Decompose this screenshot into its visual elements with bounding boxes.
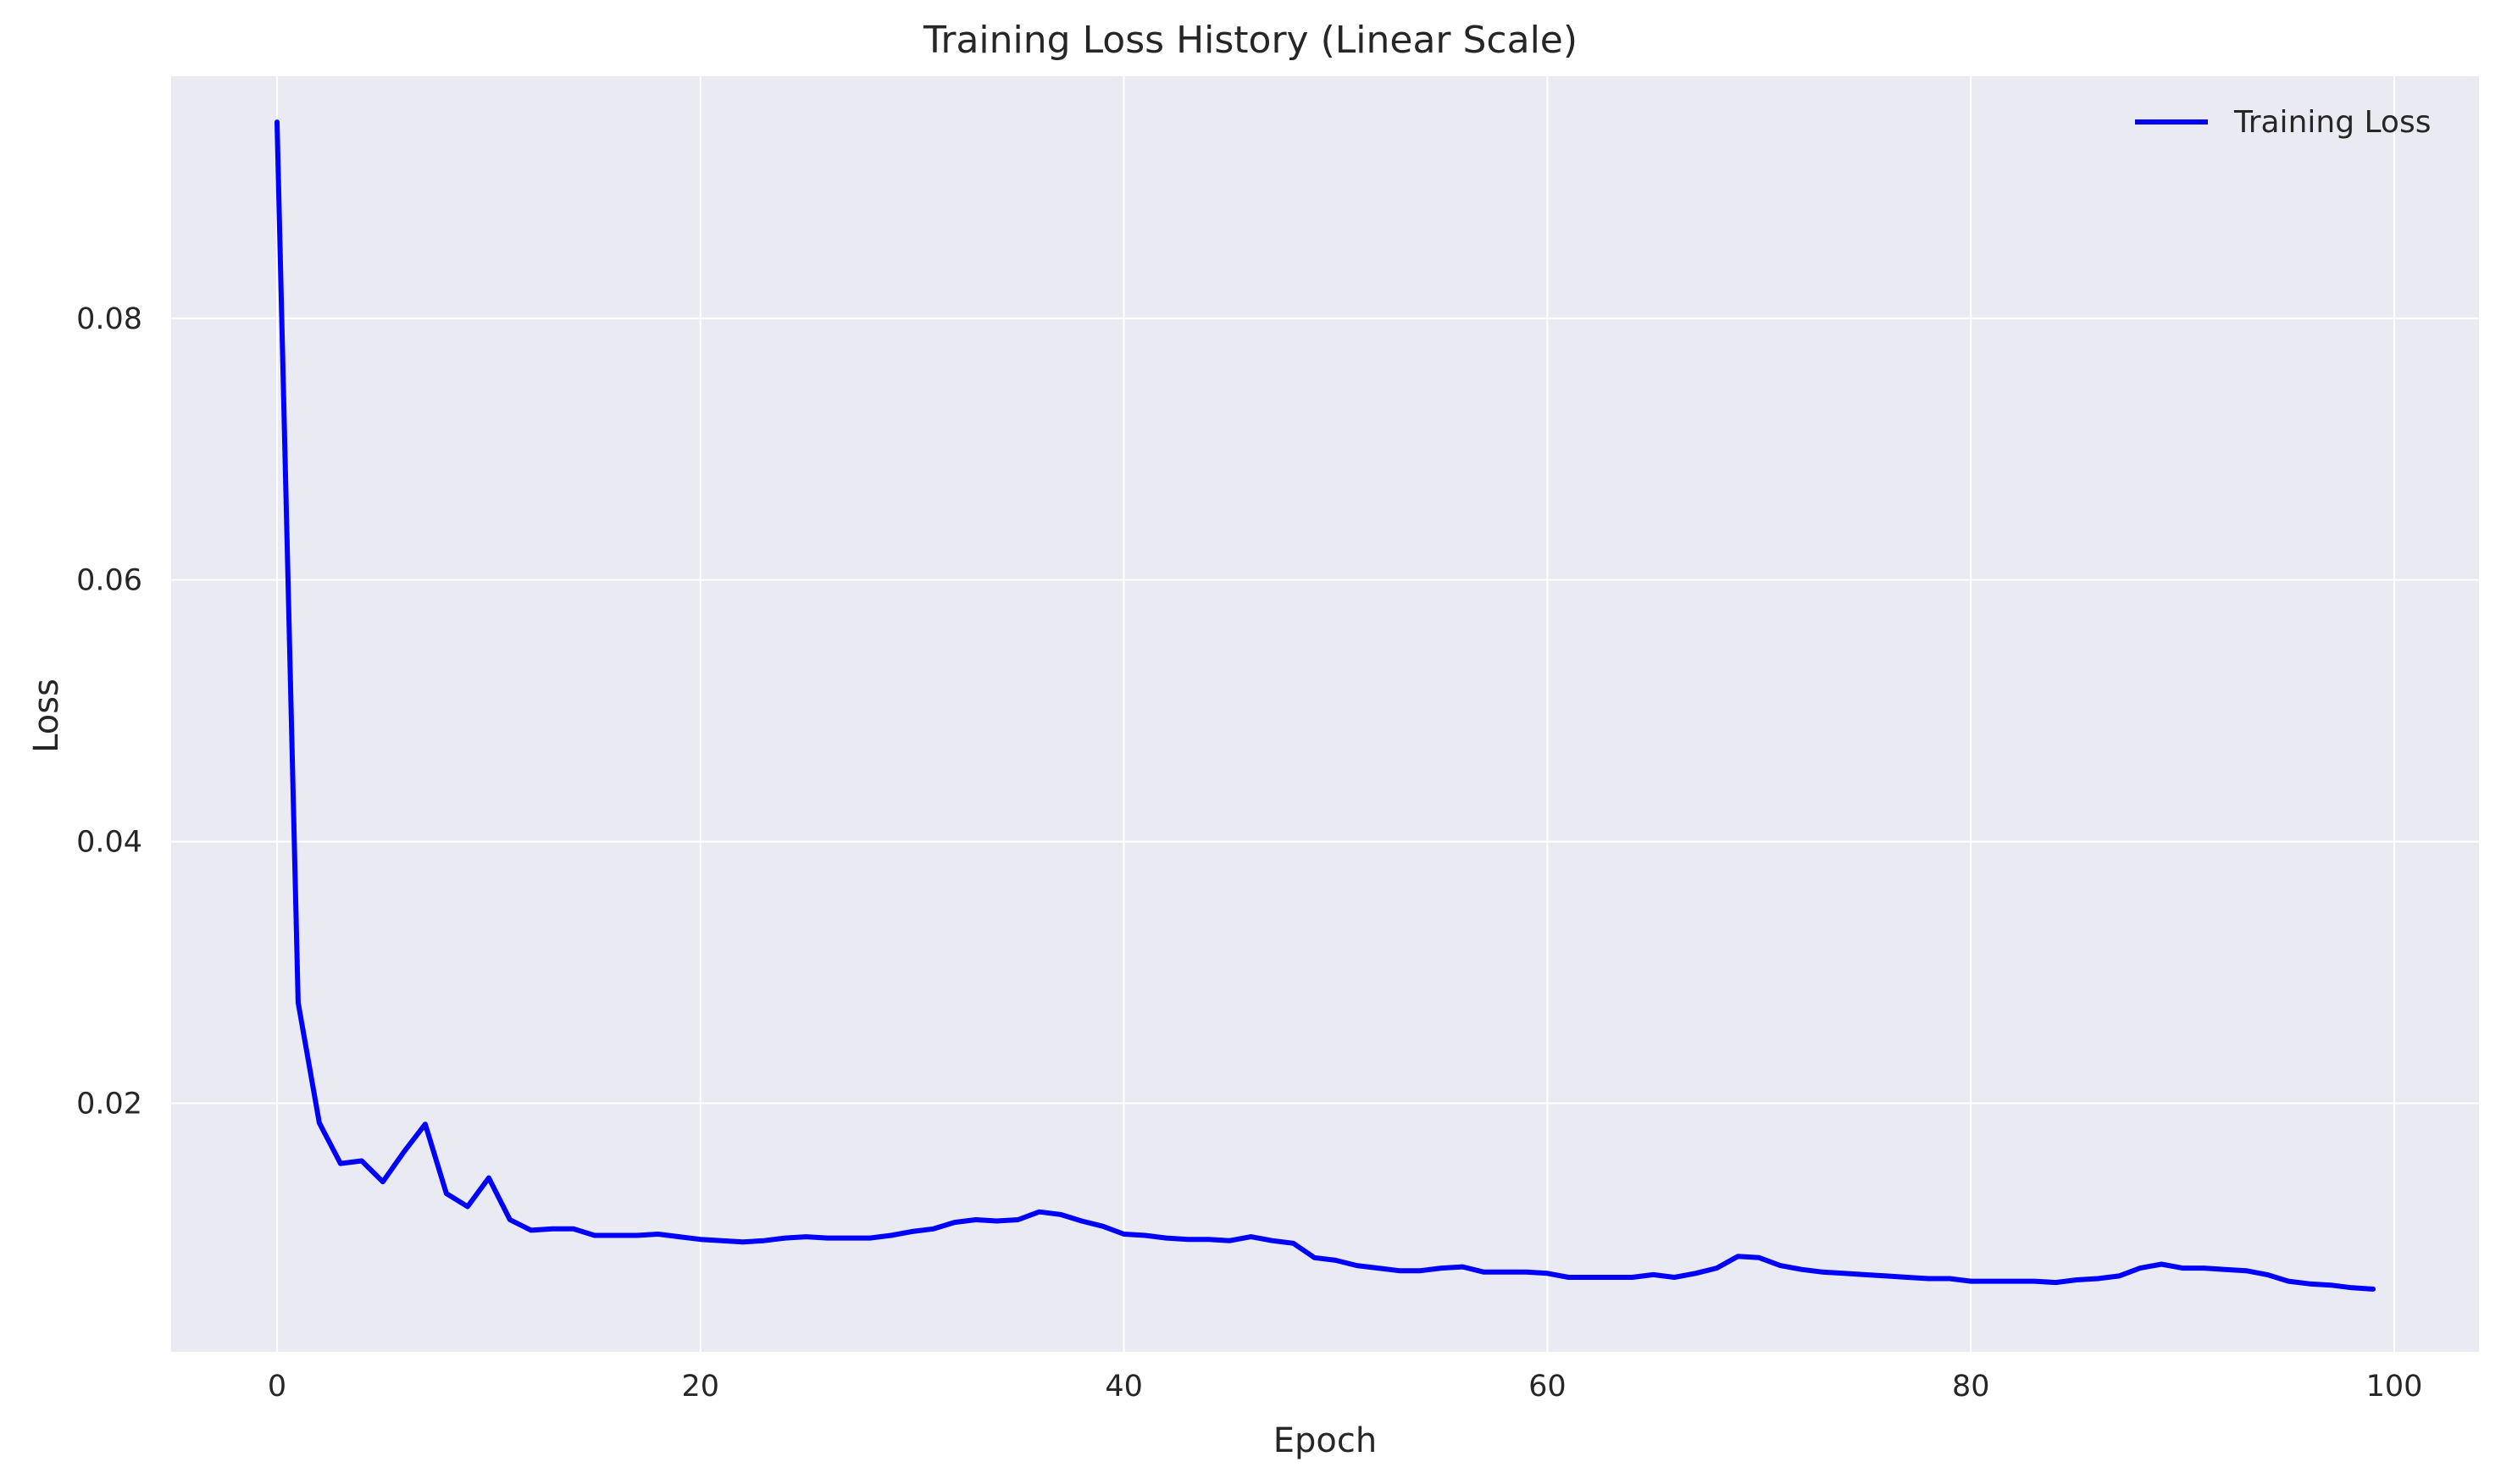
legend: Training Loss [2135,105,2431,140]
legend-label: Training Loss [2233,105,2431,140]
x-tick-label: 60 [1528,1370,1567,1404]
y-tick-label: 0.04 [76,826,142,860]
x-axis-label: Epoch [1273,1421,1377,1460]
plot-area [171,76,2479,1352]
x-tick-label: 20 [681,1370,719,1404]
training-loss-line [274,119,2376,1292]
x-tick-label: 40 [1105,1370,1143,1404]
x-tick-label: 0 [268,1370,286,1404]
y-axis-label: Loss [27,678,66,753]
x-axis-ticks: 0 20 40 60 80 100 [268,1370,2423,1404]
y-axis-ticks: 0.02 0.04 0.06 0.08 [76,302,142,1121]
x-tick-label: 80 [1952,1370,1990,1404]
y-tick-label: 0.08 [76,302,142,336]
chart-title: Training Loss History (Linear Scale) [923,19,1578,62]
y-tick-label: 0.02 [76,1088,142,1121]
x-tick-label: 100 [2366,1370,2423,1404]
y-tick-label: 0.06 [76,564,142,598]
grid-lines [171,76,2479,1352]
